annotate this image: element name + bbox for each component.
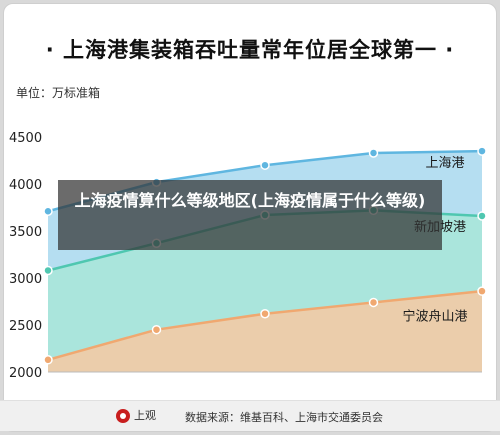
- series-label: 宁波舟山港: [402, 308, 467, 324]
- data-point: [368, 297, 379, 308]
- unit-label: 单位：万标准箱: [16, 86, 101, 100]
- series-area: [48, 291, 482, 372]
- data-point: [43, 265, 53, 276]
- data-point: [260, 308, 270, 319]
- data-point: [477, 286, 487, 296]
- y-tick-label: 2500: [9, 319, 42, 334]
- data-source: 数据来源：维基百科、上海市交通委员会: [185, 411, 383, 424]
- overlay-caption: 上海疫情算什么等级地区(上海疫情属于什么等级): [58, 180, 442, 250]
- chart-title: · 上海港集装箱吞吐量常年位居全球第一 ·: [45, 38, 455, 62]
- data-point: [43, 355, 53, 365]
- footer-bar: 上观 数据来源：维基百科、上海市交通委员会: [0, 400, 500, 431]
- logo-icon: [116, 409, 130, 423]
- y-tick-label: 4500: [9, 131, 42, 146]
- data-point: [368, 148, 379, 158]
- y-tick-label: 4000: [9, 178, 42, 193]
- logo-text: 上观: [134, 409, 156, 422]
- y-tick-label: 3000: [9, 272, 42, 287]
- data-point: [260, 160, 270, 170]
- data-point: [477, 211, 487, 221]
- data-point: [477, 146, 487, 156]
- y-tick-label: 3500: [9, 225, 42, 240]
- series-label: 上海港: [425, 156, 464, 171]
- y-tick-label: 2000: [9, 366, 42, 381]
- data-point: [43, 206, 53, 217]
- data-point: [151, 324, 162, 335]
